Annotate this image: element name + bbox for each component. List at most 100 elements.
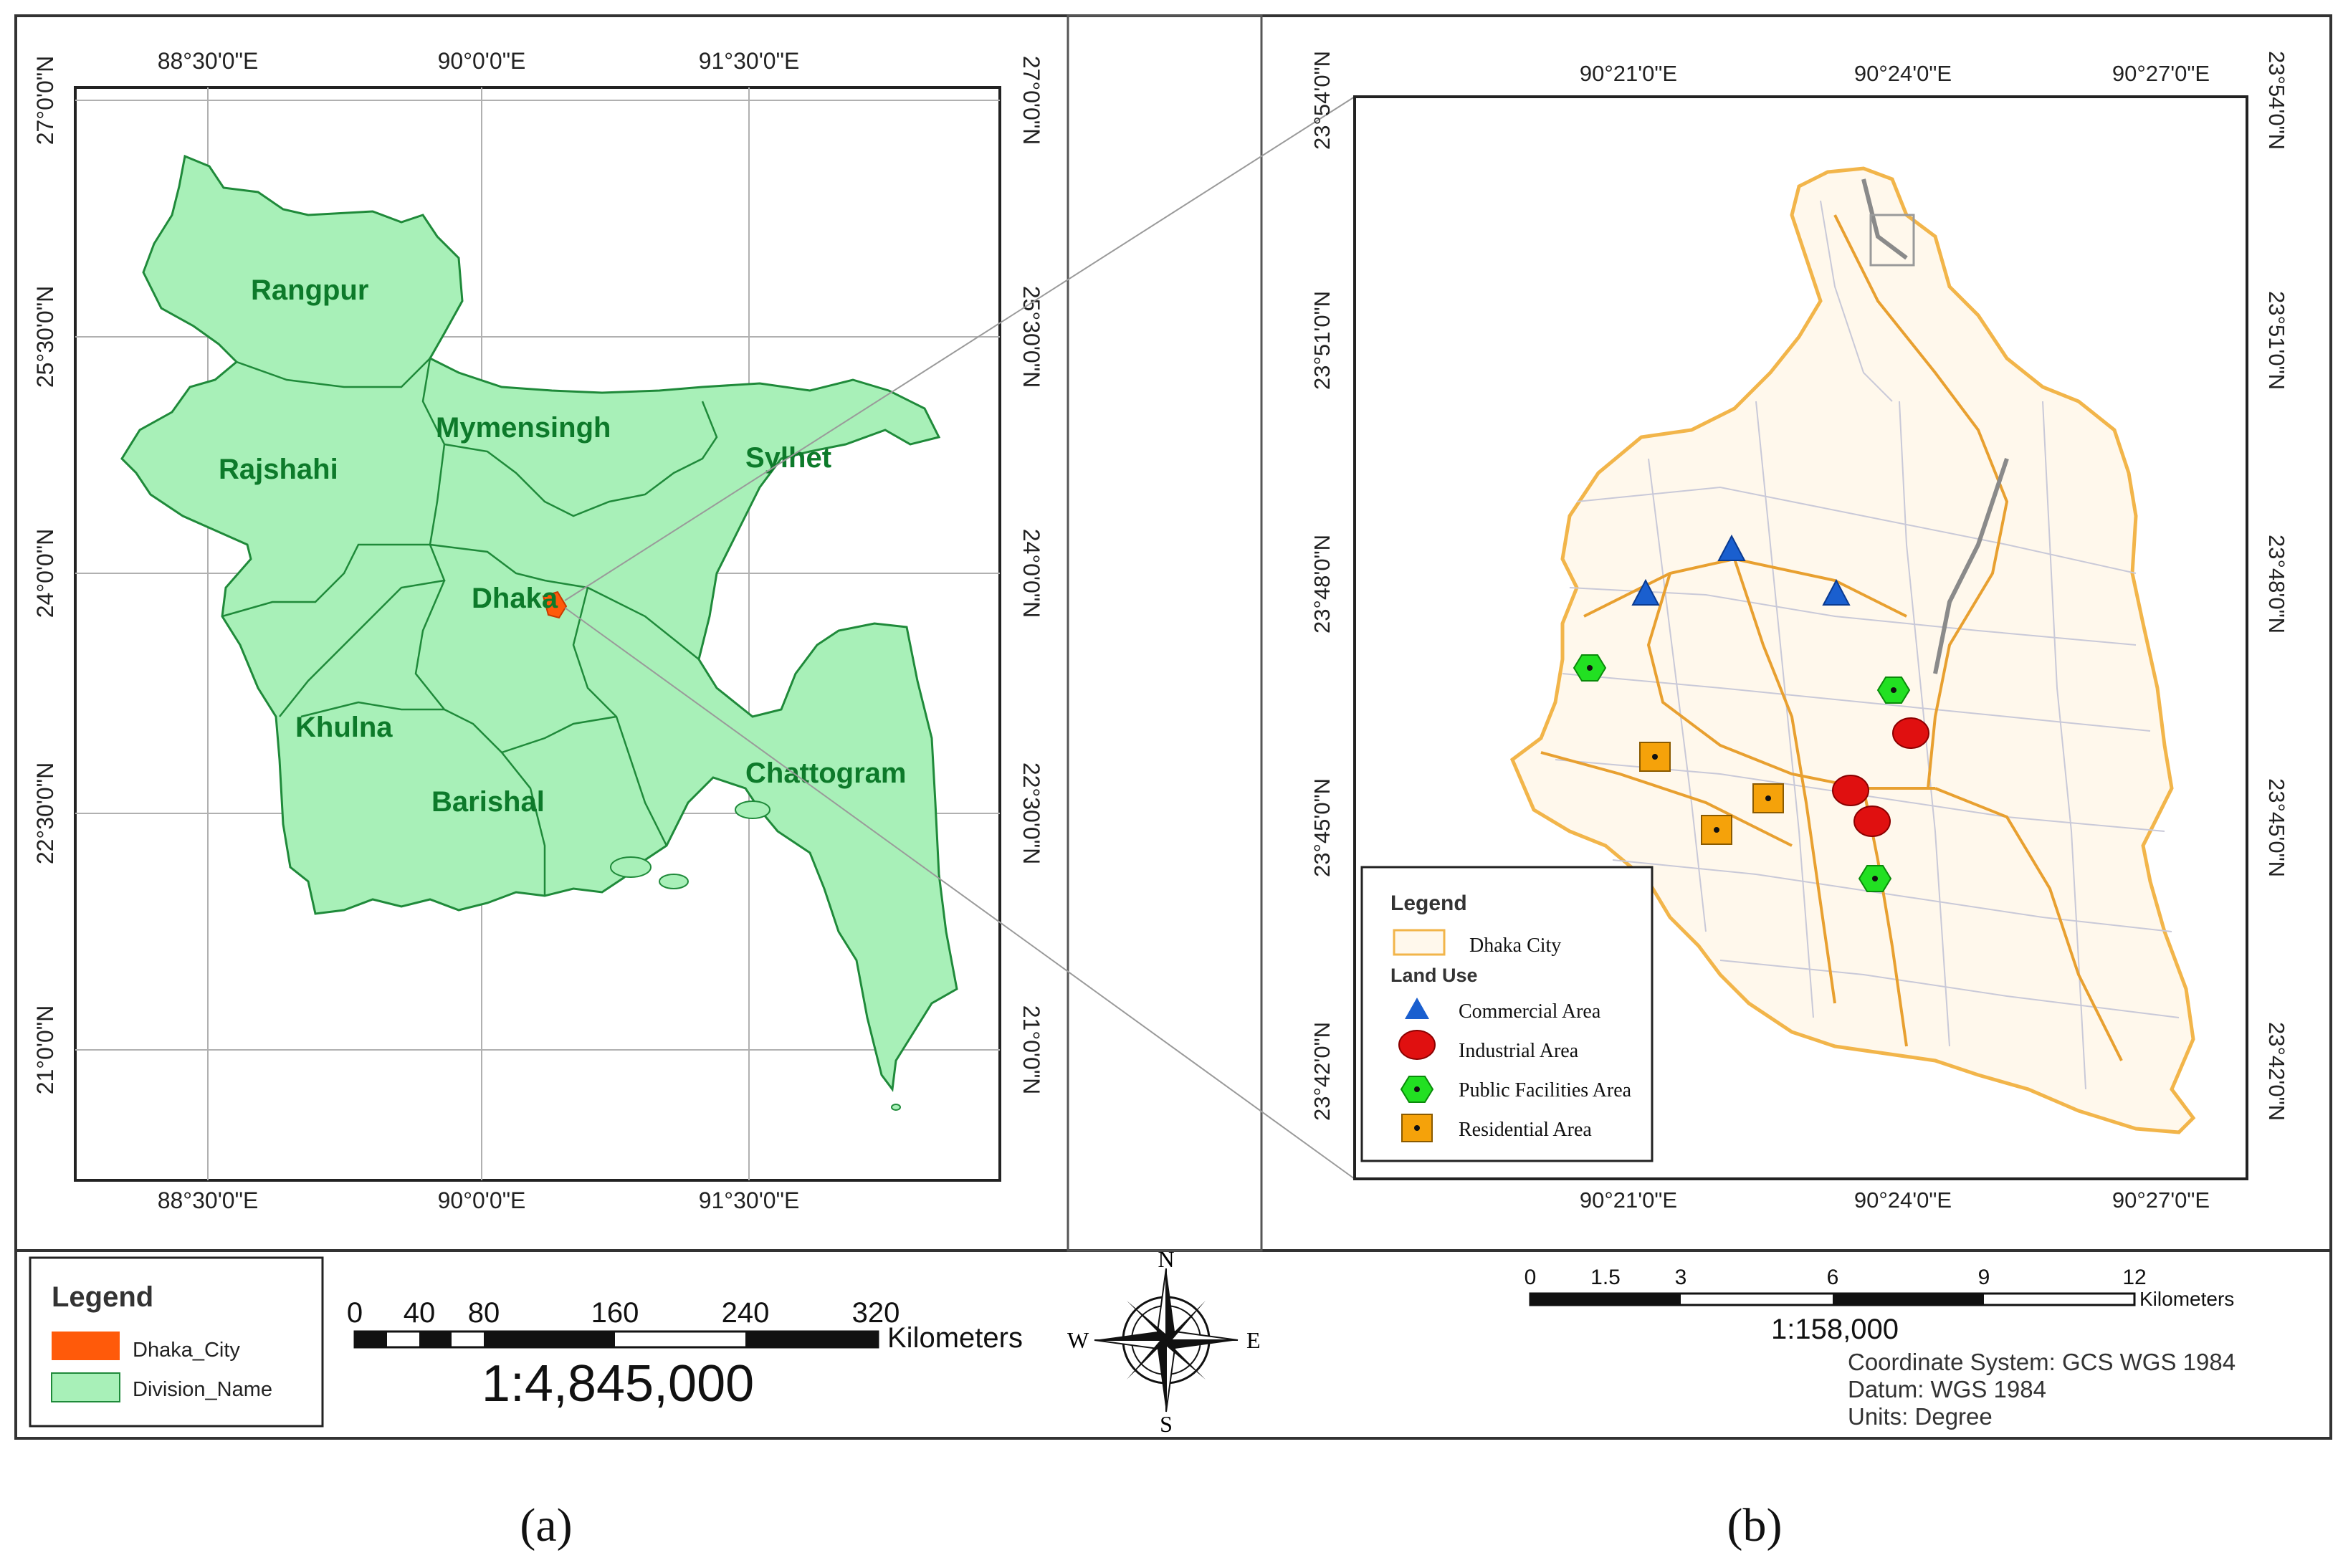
lon-label-top: 88°30'0"E <box>158 48 259 74</box>
scale-tick-label: 160 <box>591 1297 639 1329</box>
compass-south: S <box>1160 1411 1173 1437</box>
legend-city-label: Dhaka City <box>1469 934 1561 957</box>
scale-tick-label: 240 <box>722 1297 770 1329</box>
lon-label-bottom: 88°30'0"E <box>158 1187 259 1213</box>
lon-label-top: 91°30'0"E <box>699 48 800 74</box>
public-facilities-legend-icon <box>1400 1076 1434 1103</box>
lat-label-left: 25°30'0"N <box>32 286 58 388</box>
division-swatch <box>51 1372 120 1402</box>
scale-tick-label: 40 <box>404 1297 436 1329</box>
commercial-area-marker <box>1822 578 1851 606</box>
division-label-mymensingh: Mymensingh <box>436 412 611 444</box>
dhaka-city-shape <box>542 591 568 619</box>
panel-b-scale-bar: 0 1.5 3 6 9 12 Kilometers 1:158,000 <box>1525 1266 2235 1345</box>
legend-item-label: Public Facilities Area <box>1459 1079 1632 1101</box>
division-label-chattogram: Chattogram <box>745 757 906 789</box>
lon-label-bottom: 91°30'0"E <box>699 1187 800 1213</box>
zoom-connector-lines <box>564 96 1355 1180</box>
legend-item-label: Division_Name <box>133 1378 272 1401</box>
scale-tick-label: 0 <box>347 1297 363 1329</box>
division-label-rangpur: Rangpur <box>251 274 368 306</box>
scale-tick-label: 0 <box>1525 1266 1537 1289</box>
panel-a-map: Rangpur Mymensingh Rajshahi Sylhet Dhaka… <box>32 48 1044 1213</box>
residential-area-marker <box>1639 742 1671 772</box>
panel-a-legend: Legend Dhaka_City Division_Name <box>29 1256 324 1428</box>
compass-north: N <box>1158 1246 1174 1272</box>
lat-label-left: 21°0'0"N <box>32 1005 58 1095</box>
panel-b-map: Legend Dhaka City Land Use Commercial Ar… <box>1309 51 2289 1213</box>
scale-tick-label: 320 <box>852 1297 900 1329</box>
lat-label-left: 22°30'0"N <box>32 763 58 864</box>
coord-system-text: Coordinate System: GCS WGS 1984 <box>1848 1349 2236 1375</box>
lat-label-left: 23°51'0"N <box>1309 291 1335 390</box>
dhaka-city-swatch <box>52 1332 120 1360</box>
scale-tick-label: 80 <box>468 1297 500 1329</box>
lon-label-top: 90°27'0"E <box>2112 61 2210 86</box>
lon-label-bottom: 90°21'0"E <box>1580 1187 1677 1213</box>
commercial-area-marker <box>1717 534 1746 561</box>
land-use-markers <box>1573 534 1929 892</box>
division-label-barishal: Barishal <box>431 786 545 818</box>
lon-label-top: 90°21'0"E <box>1580 61 1677 86</box>
lon-label-top: 90°24'0"E <box>1854 61 1952 86</box>
lat-label-left: 24°0'0"N <box>32 529 58 618</box>
lat-label-left: 23°42'0"N <box>1309 1022 1335 1121</box>
legend-land-use-title: Land Use <box>1390 965 1478 986</box>
scale-ratio: 1:158,000 <box>1771 1314 1899 1345</box>
lat-label-left: 27°0'0"N <box>32 56 58 145</box>
lon-label-bottom: 90°0'0"E <box>438 1187 526 1213</box>
lat-label-right: 21°0'0"N <box>1018 1005 1044 1095</box>
scale-tick-label: 12 <box>2122 1266 2146 1289</box>
lat-label-left: 23°54'0"N <box>1309 51 1335 150</box>
lat-label-right: 25°30'0"N <box>1018 286 1044 388</box>
lat-label-right: 23°45'0"N <box>2264 778 2289 877</box>
datum-text: Datum: WGS 1984 <box>1848 1376 2046 1402</box>
inset-gap-frame <box>1067 14 1263 1252</box>
city-swatch <box>1393 929 1446 956</box>
compass-east: E <box>1246 1327 1261 1353</box>
panel-a-scale-bar: 0 40 80 160 240 320 Kilometers 1:4,845,0… <box>347 1297 1023 1412</box>
lat-label-right: 23°54'0"N <box>2264 51 2289 150</box>
residential-legend-icon <box>1401 1114 1433 1142</box>
panel-b-legend: Legend Dhaka City Land Use Commercial Ar… <box>1360 866 1654 1162</box>
division-label-dhaka: Dhaka <box>472 583 558 614</box>
scale-ratio: 1:4,845,000 <box>482 1355 754 1412</box>
coordinate-info: Coordinate System: GCS WGS 1984 Datum: W… <box>1848 1349 2236 1430</box>
dhaka-city-outline <box>1509 166 2196 1134</box>
scale-tick-label: 1.5 <box>1590 1266 1621 1289</box>
public-facilities-area-marker <box>1858 865 1892 892</box>
lat-label-right: 27°0'0"N <box>1018 56 1044 145</box>
caption-b: (b) <box>1727 1499 1783 1552</box>
scale-unit: Kilometers <box>887 1322 1023 1354</box>
legend-item-label: Dhaka_City <box>133 1339 240 1362</box>
public-facilities-area-marker <box>1876 677 1911 704</box>
lat-label-right: 23°51'0"N <box>2264 291 2289 390</box>
caption-a: (a) <box>520 1499 572 1552</box>
lat-label-right: 24°0'0"N <box>1018 529 1044 618</box>
industrial-area-marker <box>1853 805 1891 837</box>
legend-title: Legend <box>1390 891 1467 915</box>
lat-label-right: 23°42'0"N <box>2264 1022 2289 1121</box>
commercial-legend-icon <box>1405 998 1429 1019</box>
lat-label-right: 23°48'0"N <box>2264 535 2289 634</box>
scale-tick-label: 6 <box>1827 1266 1839 1289</box>
scale-unit: Kilometers <box>2139 1288 2234 1310</box>
legend-item-label: Commercial Area <box>1459 1000 1601 1023</box>
scale-tick-label: 9 <box>1978 1266 1990 1289</box>
lat-label-right: 22°30'0"N <box>1018 763 1044 864</box>
lon-label-bottom: 90°24'0"E <box>1854 1187 1952 1213</box>
compass-rose: N S E W <box>1067 1246 1261 1437</box>
commercial-area-marker <box>1631 578 1660 606</box>
legend-item-label: Industrial Area <box>1459 1040 1579 1062</box>
industrial-area-marker <box>1892 717 1929 749</box>
lat-label-left: 23°45'0"N <box>1309 778 1335 877</box>
residential-area-marker <box>1701 815 1732 845</box>
residential-area-marker <box>1752 783 1784 813</box>
compass-west: W <box>1067 1327 1089 1353</box>
public-facilities-area-marker <box>1573 654 1607 682</box>
legend-item-label: Residential Area <box>1459 1119 1592 1141</box>
units-text: Units: Degree <box>1848 1403 1993 1430</box>
scale-tick-label: 3 <box>1675 1266 1687 1289</box>
division-label-rajshahi: Rajshahi <box>219 454 338 485</box>
